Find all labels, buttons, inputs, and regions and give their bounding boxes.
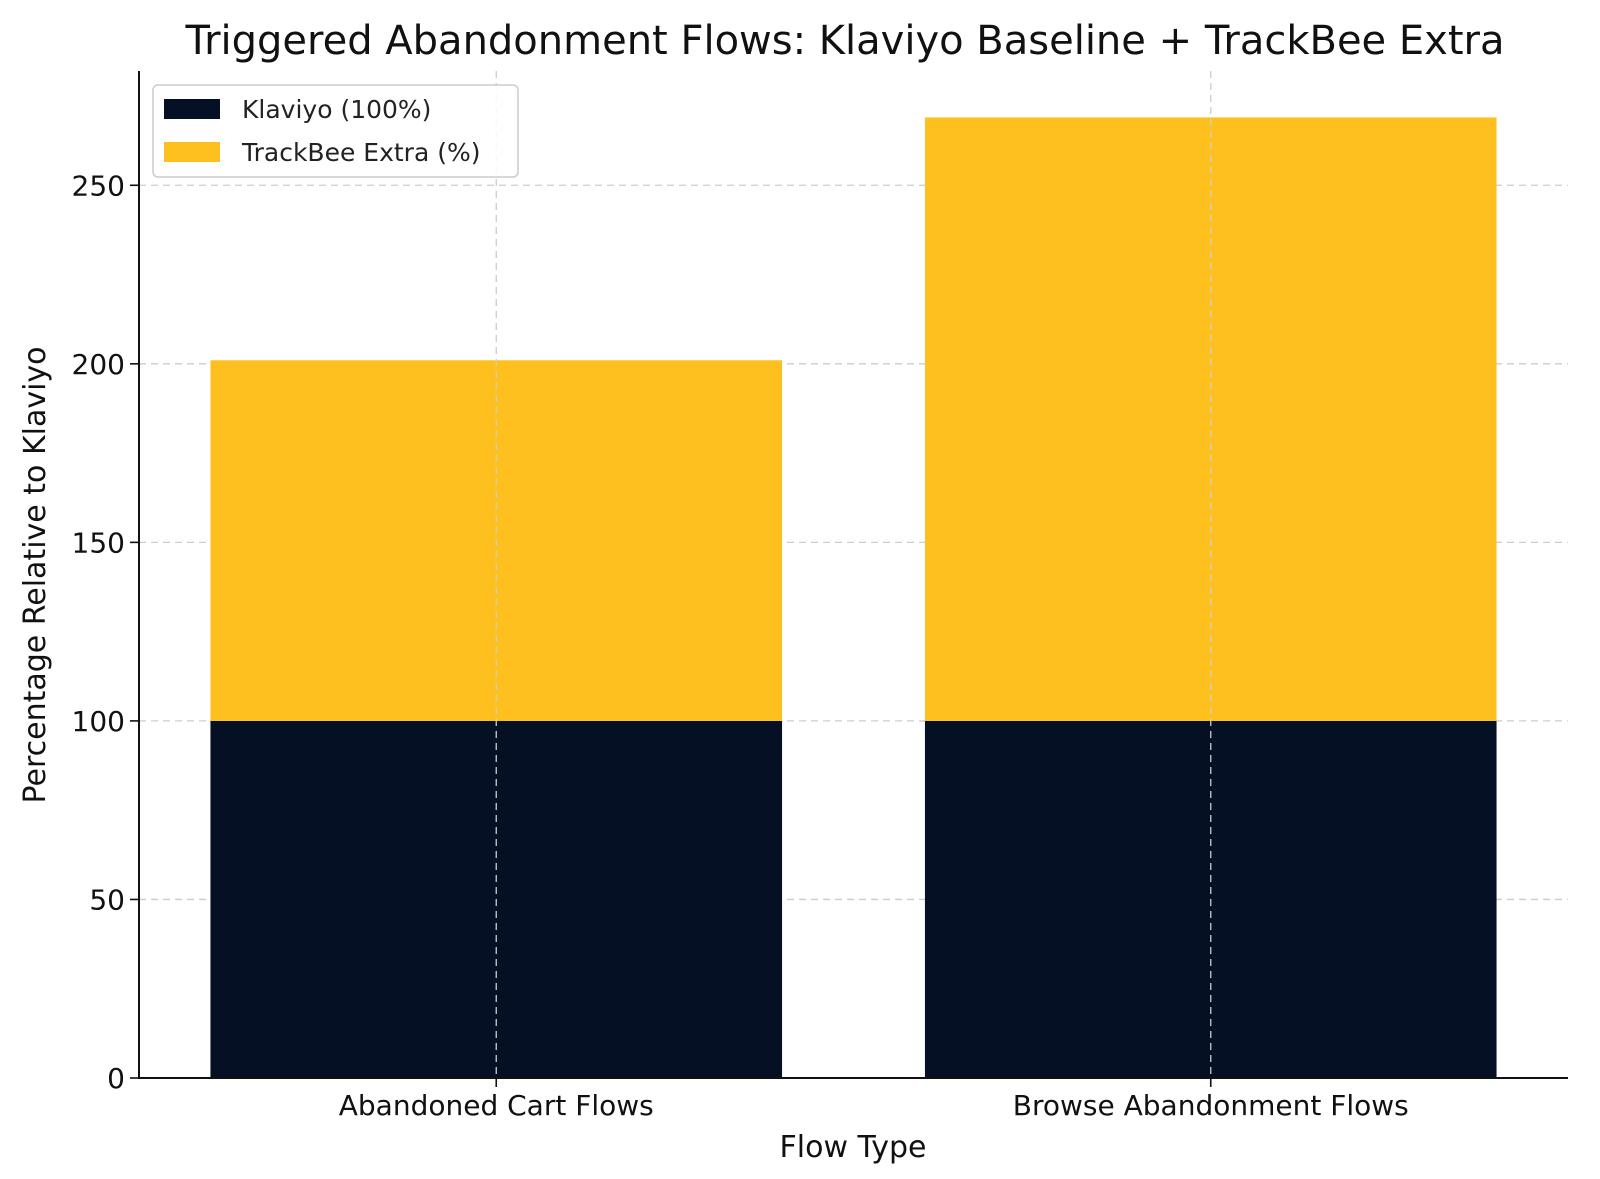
y-axis-ticks: 0 50 100 150 200 250 bbox=[72, 169, 139, 1095]
x-tick-label: Browse Abandonment Flows bbox=[1013, 1089, 1409, 1122]
x-axis-label: Flow Type bbox=[780, 1130, 927, 1165]
x-tick-label: Abandoned Cart Flows bbox=[339, 1089, 654, 1122]
y-tick-label: 200 bbox=[72, 348, 125, 381]
legend-label-trackbee: TrackBee Extra (%) bbox=[241, 138, 480, 167]
y-tick-label: 50 bbox=[89, 883, 125, 916]
legend-label-klaviyo: Klaviyo (100%) bbox=[242, 95, 431, 124]
chart-title: Triggered Abandonment Flows: Klaviyo Bas… bbox=[185, 18, 1505, 64]
y-tick-label: 100 bbox=[72, 705, 125, 738]
legend: Klaviyo (100%) TrackBee Extra (%) bbox=[152, 84, 519, 178]
y-tick-label: 150 bbox=[72, 526, 125, 559]
y-axis-label: Percentage Relative to Klaviyo bbox=[18, 346, 53, 803]
x-axis-ticks: Abandoned Cart Flows Browse Abandonment F… bbox=[339, 1078, 1409, 1122]
legend-swatch-trackbee bbox=[164, 142, 220, 162]
legend-swatch-klaviyo bbox=[164, 99, 220, 119]
bars bbox=[210, 117, 1497, 1078]
y-tick-label: 0 bbox=[107, 1062, 125, 1095]
y-tick-label: 250 bbox=[72, 169, 125, 202]
legend-frame bbox=[152, 84, 519, 178]
